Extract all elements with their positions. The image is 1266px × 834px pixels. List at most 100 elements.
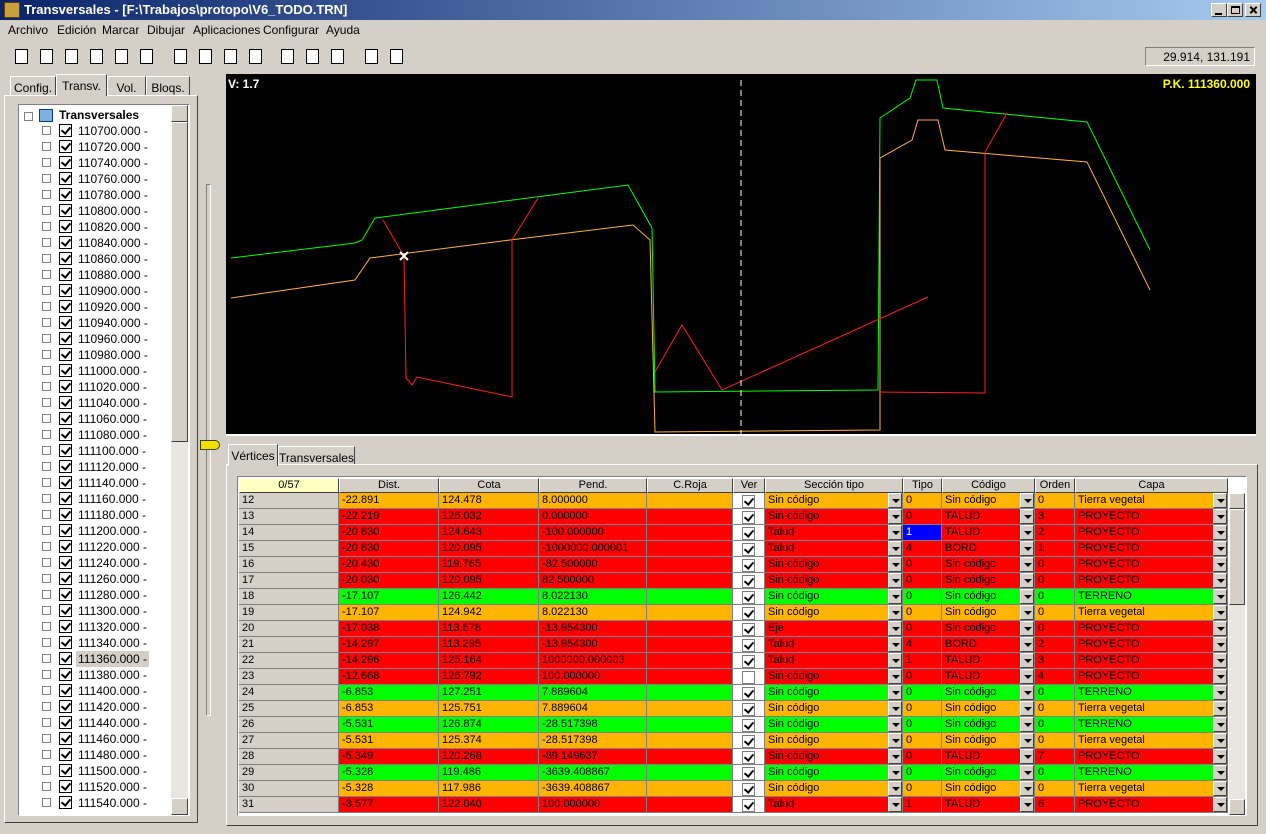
column-header[interactable]: Ver <box>733 478 765 493</box>
tree-checkbox[interactable] <box>59 428 72 441</box>
column-header[interactable]: Capa <box>1075 478 1228 493</box>
row-number[interactable]: 17 <box>239 573 339 589</box>
dropdown-button[interactable] <box>1213 765 1227 780</box>
toolbar-button[interactable] <box>86 46 108 68</box>
cell[interactable]: Sin código <box>765 589 903 605</box>
cell[interactable]: TERRENO <box>1075 589 1228 605</box>
tree-checkbox[interactable] <box>59 252 72 265</box>
cell[interactable]: -20.830 <box>339 541 439 557</box>
cell[interactable]: -82.500000 <box>539 557 647 573</box>
cell[interactable]: Sin código <box>765 605 903 621</box>
cell[interactable]: -6.853 <box>339 701 439 717</box>
cell[interactable]: 0.000000 <box>539 509 647 525</box>
cell[interactable] <box>647 733 733 749</box>
scroll-down[interactable] <box>1229 799 1245 815</box>
cell[interactable]: 1 <box>1035 541 1075 557</box>
cell[interactable]: 124.942 <box>439 605 539 621</box>
tree-item[interactable]: 110980.000 - <box>78 348 148 362</box>
cell[interactable]: 0 <box>1035 733 1075 749</box>
tree-expander[interactable] <box>42 782 51 791</box>
cell[interactable]: 0 <box>1035 621 1075 637</box>
tree-expander[interactable] <box>42 526 51 535</box>
tree-expander[interactable] <box>42 222 51 231</box>
dropdown-button[interactable] <box>888 605 902 620</box>
row-number[interactable]: 26 <box>239 717 339 733</box>
cell[interactable]: Sin código <box>942 685 1035 701</box>
cell[interactable]: 0 <box>1035 557 1075 573</box>
cell[interactable]: Sin código <box>765 669 903 685</box>
scroll-up[interactable] <box>171 105 188 122</box>
tree-checkbox[interactable] <box>59 380 72 393</box>
tree-item[interactable]: 111260.000 - <box>78 572 147 586</box>
cell[interactable]: Sin código <box>942 605 1035 621</box>
tree-checkbox[interactable] <box>59 316 72 329</box>
tree-item[interactable]: 110960.000 - <box>78 332 148 346</box>
dropdown-button[interactable] <box>888 765 902 780</box>
tree-expander[interactable] <box>42 798 51 807</box>
row-number[interactable]: 19 <box>239 605 339 621</box>
dropdown-button[interactable] <box>1213 717 1227 732</box>
tree-item[interactable]: 110940.000 - <box>78 316 148 330</box>
dropdown-button[interactable] <box>1213 557 1227 572</box>
tree-item[interactable]: 111480.000 - <box>78 748 147 762</box>
cell[interactable]: Sin código <box>942 557 1035 573</box>
dropdown-button[interactable] <box>1020 669 1034 684</box>
cell[interactable]: Sin código <box>942 701 1035 717</box>
tree-expander[interactable] <box>42 398 51 407</box>
scroll-thumb[interactable] <box>1229 509 1245 605</box>
cell[interactable]: 0 <box>1035 781 1075 797</box>
tree-checkbox[interactable] <box>59 604 72 617</box>
cell[interactable]: -3.577 <box>339 797 439 813</box>
dropdown-button[interactable] <box>1213 589 1227 604</box>
cell[interactable]: -5.349 <box>339 749 439 765</box>
cell[interactable]: -5.531 <box>339 717 439 733</box>
cell[interactable]: 119.486 <box>439 765 539 781</box>
menu-item[interactable]: Archivo <box>8 23 49 37</box>
tree-checkbox[interactable] <box>59 668 72 681</box>
tree-checkbox[interactable] <box>59 508 72 521</box>
cell[interactable]: 126.874 <box>439 717 539 733</box>
tree-checkbox[interactable] <box>59 732 72 745</box>
cell[interactable]: 122.040 <box>439 797 539 813</box>
cell[interactable]: Sin código <box>942 765 1035 781</box>
column-header[interactable]: Dist. <box>339 478 439 493</box>
row-number[interactable]: 28 <box>239 749 339 765</box>
dropdown-button[interactable] <box>1213 733 1227 748</box>
dropdown-button[interactable] <box>1020 701 1034 716</box>
cell[interactable]: 3 <box>1035 653 1075 669</box>
cell[interactable]: 6 <box>1035 797 1075 813</box>
cell[interactable]: PROYECTO <box>1075 573 1228 589</box>
cell[interactable]: PROYECTO <box>1075 621 1228 637</box>
cell[interactable] <box>647 717 733 733</box>
cell[interactable]: PROYECTO <box>1075 557 1228 573</box>
dropdown-button[interactable] <box>1213 637 1227 652</box>
tree-checkbox[interactable] <box>59 284 72 297</box>
cell[interactable] <box>647 557 733 573</box>
cell[interactable]: 0 <box>903 557 942 573</box>
cell[interactable]: 4 <box>903 541 942 557</box>
tree-item[interactable]: 111400.000 - <box>78 684 147 698</box>
tree-expander[interactable] <box>42 510 51 519</box>
cell[interactable]: -5.328 <box>339 765 439 781</box>
tree-item[interactable]: 111040.000 - <box>78 396 147 410</box>
cell[interactable]: -3639.408867 <box>539 765 647 781</box>
dropdown-button[interactable] <box>1020 765 1034 780</box>
toolbar-button[interactable] <box>170 46 192 68</box>
row-number[interactable]: 18 <box>239 589 339 605</box>
scroll-up[interactable] <box>1229 493 1245 509</box>
cell[interactable]: 0 <box>903 717 942 733</box>
dropdown-button[interactable] <box>888 525 902 540</box>
cell[interactable] <box>647 653 733 669</box>
tree-item[interactable]: 111120.000 - <box>78 460 147 474</box>
cell[interactable]: -3639.408867 <box>539 781 647 797</box>
cell[interactable] <box>647 685 733 701</box>
tree-item[interactable]: 111240.000 - <box>78 556 147 570</box>
tree-expander[interactable] <box>42 174 51 183</box>
cell[interactable]: TERRENO <box>1075 765 1228 781</box>
menu-item[interactable]: Aplicaciones <box>193 23 261 37</box>
tree-expander[interactable] <box>42 638 51 647</box>
cell[interactable]: PROYECTO <box>1075 525 1228 541</box>
cell[interactable] <box>647 493 733 509</box>
cell[interactable]: Sin código <box>765 717 903 733</box>
tree-item[interactable]: 111060.000 - <box>78 412 147 426</box>
